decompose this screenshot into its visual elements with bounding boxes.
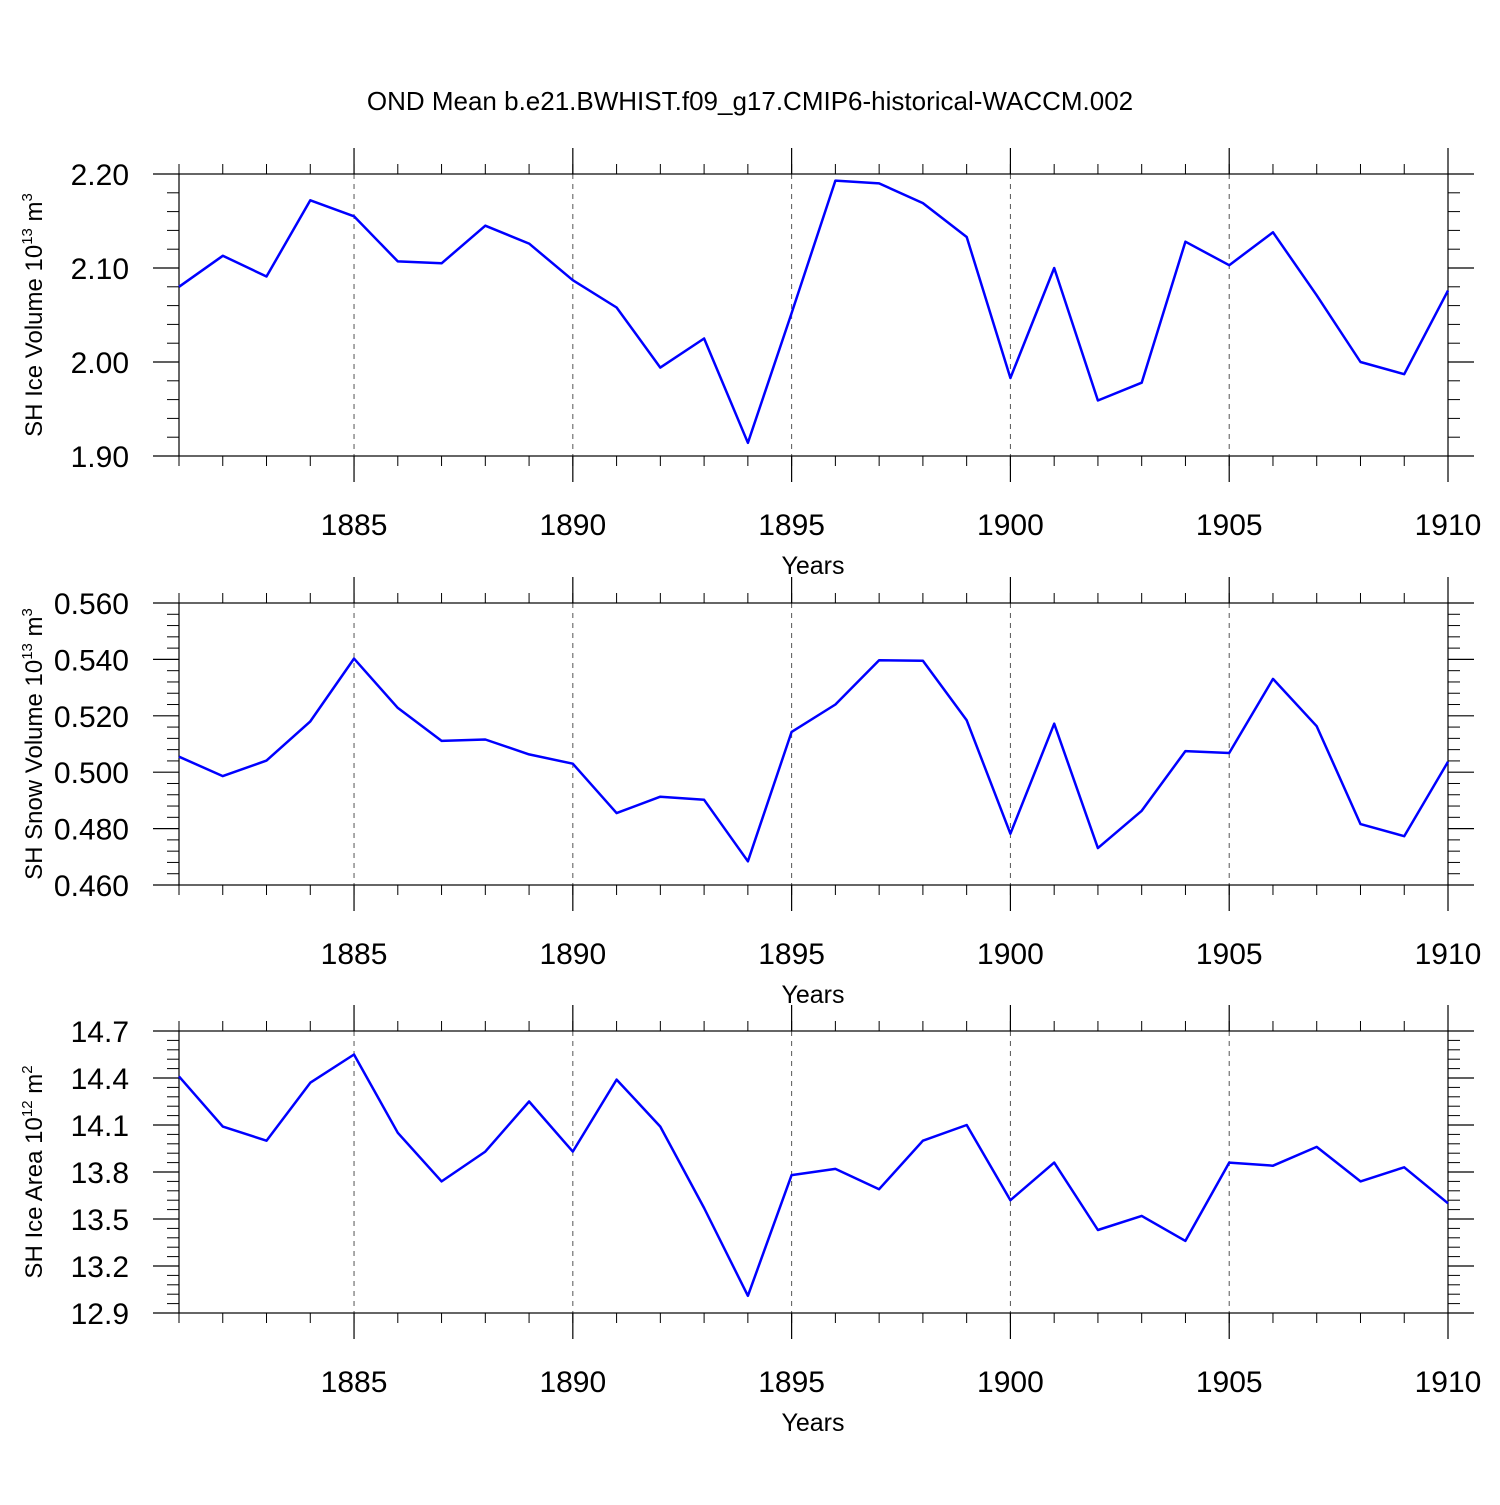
x-tick-label: 1895 (758, 938, 825, 971)
x-tick-label: 1885 (321, 1366, 388, 1399)
y-tick-label: 0.500 (54, 757, 129, 790)
y-tick-label: 1.90 (71, 441, 129, 474)
x-tick-label: 1900 (977, 938, 1044, 971)
series-line (178, 179, 1450, 445)
panel-3: 1885 1890 1895 1900 1905 1910 Years 12.9 13.2 13.… (19, 1005, 1481, 1437)
x-tick-label: 1910 (1415, 1366, 1482, 1399)
x-tick-label: 1895 (758, 1366, 825, 1399)
panel-1: 1885 1890 1895 1900 1905 1910 Years 1.90 2.00 2.1… (19, 148, 1481, 580)
y-tick-label: 13.2 (71, 1251, 129, 1284)
y-tick-label: 0.480 (54, 814, 129, 847)
panel-2: 1885 1890 1895 1900 1905 1910 Years 0.460 0.480 0… (19, 577, 1481, 1009)
y-axis-title-exponent: 13 (19, 228, 36, 245)
y-tick-label: 14.4 (71, 1063, 129, 1096)
x-tick-label: 1905 (1196, 938, 1263, 971)
y-axis-title-unit-exponent: 3 (19, 608, 36, 616)
x-axis-title: Years (781, 981, 844, 1009)
y-tick-label: 2.00 (71, 347, 129, 380)
y-axis-title-unit-exponent: 3 (19, 193, 36, 201)
x-tick-label: 1910 (1415, 938, 1482, 971)
x-tick-label: 1900 (977, 1366, 1044, 1399)
y-axis-title-exponent: 12 (19, 1100, 36, 1117)
y-tick-label: 14.7 (71, 1016, 129, 1049)
series-line (178, 657, 1450, 863)
y-tick-label: 0.520 (54, 701, 129, 734)
y-tick-label: 0.460 (54, 870, 129, 903)
x-tick-label: 1895 (758, 509, 825, 542)
x-tick-label: 1905 (1196, 509, 1263, 542)
y-axis-title-unit-exponent: 2 (19, 1065, 36, 1073)
y-axis-title-exponent: 13 (19, 643, 36, 660)
series-line (178, 1053, 1449, 1298)
y-axis-title: SH Ice Volume 1013 m3 (19, 193, 48, 437)
x-tick-label: 1905 (1196, 1366, 1263, 1399)
plot-frame (178, 173, 1449, 457)
y-tick-label: 13.8 (71, 1157, 129, 1190)
x-axis-title: Years (781, 552, 844, 580)
y-axis-title-text: SH Snow Volume 10 (21, 660, 48, 880)
y-axis-title-text: SH Ice Volume 10 (21, 245, 48, 437)
y-axis-title-unit: m (21, 201, 48, 228)
y-tick-label: 14.1 (71, 1110, 129, 1143)
figure-title: OND Mean b.e21.BWHIST.f09_g17.CMIP6-hist… (367, 86, 1133, 116)
x-tick-label: 1885 (321, 938, 388, 971)
y-axis-title-unit: m (21, 616, 48, 643)
x-tick-label: 1900 (977, 509, 1044, 542)
x-tick-label: 1910 (1415, 509, 1482, 542)
y-tick-label: 2.20 (71, 159, 129, 192)
y-tick-label: 12.9 (71, 1298, 129, 1331)
y-axis-title: SH Snow Volume 1013 m3 (19, 608, 48, 880)
panels-container: 1885 1890 1895 1900 1905 1910 Years 1.90 2.00 2.1… (19, 148, 1481, 1437)
x-tick-label: 1890 (539, 509, 606, 542)
y-axis-title-unit: m (21, 1074, 48, 1101)
x-tick-label: 1890 (539, 1366, 606, 1399)
y-axis-title-text: SH Ice Area 10 (21, 1117, 48, 1278)
y-tick-label: 2.10 (71, 253, 129, 286)
x-tick-label: 1890 (539, 938, 606, 971)
y-tick-label: 13.5 (71, 1204, 129, 1237)
y-axis-title: SH Ice Area 1012 m2 (19, 1065, 48, 1278)
x-tick-label: 1885 (321, 509, 388, 542)
plot-frame (178, 602, 1449, 886)
x-axis-title: Years (781, 1409, 844, 1437)
y-tick-label: 0.540 (54, 644, 129, 677)
y-tick-label: 0.560 (54, 588, 129, 621)
